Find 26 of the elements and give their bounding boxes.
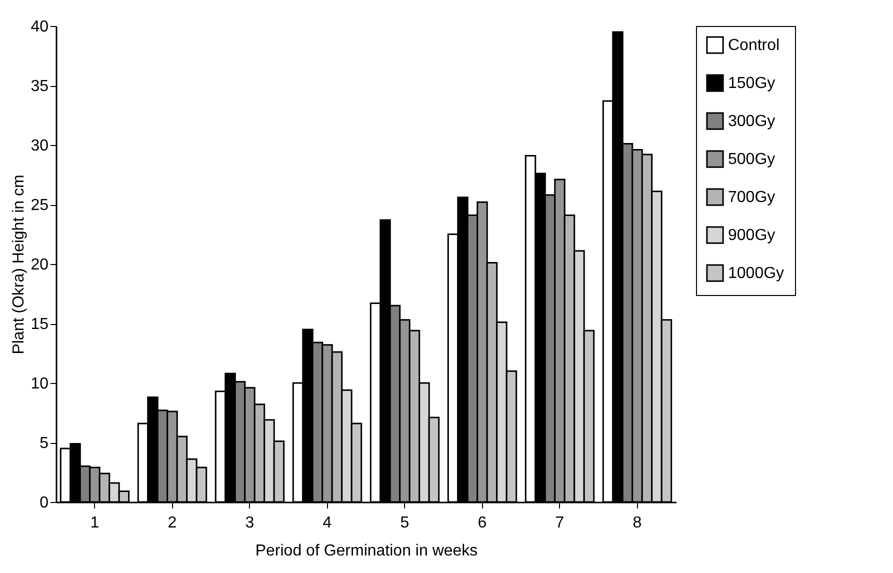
y-tick-label: 5	[40, 435, 49, 452]
legend-label: 300Gy	[728, 113, 776, 130]
y-tick-label: 10	[30, 376, 49, 392]
x-tick-label: 3	[245, 514, 254, 532]
legend-label: 500Gy	[728, 151, 776, 168]
legend-label: 1000Gy	[728, 265, 784, 282]
x-tick-label: 4	[322, 514, 332, 532]
y-tick-label: 25	[30, 197, 49, 214]
x-axis-title: Period of Germination in weeks	[255, 542, 478, 560]
legend-label: Control	[728, 37, 780, 54]
y-axis-title: Plant (Okra) Height in cm	[10, 174, 28, 354]
legend-label: 150Gy	[728, 75, 776, 92]
y-tick-label: 40	[30, 18, 49, 36]
x-tick-label: 6	[478, 514, 487, 532]
y-tick-label: 15	[30, 316, 49, 333]
y-tick-label: 35	[30, 78, 49, 95]
x-tick-label: 7	[555, 514, 564, 532]
y-tick-label: 20	[30, 256, 49, 274]
x-tick-label: 1	[90, 514, 100, 532]
y-tick-label: 0	[40, 494, 49, 512]
x-tick-label: 8	[632, 514, 642, 532]
x-tick-label: 2	[168, 514, 177, 532]
legend-label: 900Gy	[728, 227, 776, 244]
x-tick-label: 5	[400, 514, 410, 532]
legend-label: 700Gy	[728, 189, 776, 206]
y-tick-label: 30	[30, 138, 49, 154]
